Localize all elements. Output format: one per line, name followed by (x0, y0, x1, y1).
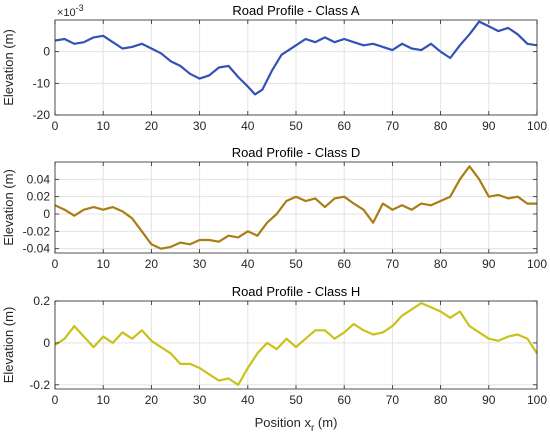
y-tick-label: 0.02 (27, 190, 51, 204)
x-tick-label: 70 (386, 257, 400, 271)
y-tick-label: -0.04 (23, 242, 51, 256)
x-tick-label: 70 (386, 393, 400, 407)
x-tick-label: 90 (482, 119, 496, 133)
x-axis-label: Position xr (m) (255, 415, 338, 434)
x-tick-label: 60 (338, 393, 352, 407)
x-tick-label: 10 (97, 119, 111, 133)
x-tick-label: 60 (338, 119, 352, 133)
x-tick-label: 90 (482, 393, 496, 407)
series-line (54, 20, 538, 96)
y-tick-label: 0.2 (33, 294, 50, 308)
x-tick-label: 20 (145, 119, 159, 133)
x-tick-label: 80 (434, 393, 448, 407)
x-tick-label: 100 (527, 257, 547, 271)
x-tick-label: 60 (338, 257, 352, 271)
x-tick-label: 0 (52, 119, 59, 133)
x-tick-label: 20 (145, 393, 159, 407)
x-tick-label: 40 (241, 393, 255, 407)
y-tick-label: 0 (43, 336, 50, 350)
x-tick-label: 20 (145, 257, 159, 271)
x-tick-label: 50 (289, 119, 303, 133)
chart-panel-2: 0 10 20 30 40 50 60 70 80 90 100 -0.04 -0.02 0 0.02 0.0… (1, 145, 547, 271)
x-tick-label: 10 (97, 257, 111, 271)
y-scale-exponent: ×10-3 (57, 3, 84, 19)
x-tick-label: 70 (386, 119, 400, 133)
y-tick-label: 0 (43, 207, 50, 221)
x-tick-label: 80 (434, 257, 448, 271)
y-tick-label: 0.04 (27, 172, 51, 186)
series-line (54, 302, 538, 386)
x-tick-label: 80 (434, 119, 448, 133)
x-tick-label: 100 (527, 393, 547, 407)
y-tick-label: -10 (33, 76, 51, 90)
chart-title: Road Profile - Class A (232, 3, 359, 18)
x-tick-label: 40 (241, 257, 255, 271)
series-line (54, 165, 537, 250)
x-tick-label: 10 (97, 393, 111, 407)
y-tick-label: -0.02 (23, 224, 51, 238)
x-tick-label: 40 (241, 119, 255, 133)
chart-title: Road Profile - Class H (232, 284, 361, 299)
x-tick-label: 50 (289, 393, 303, 407)
x-tick-label: 90 (482, 257, 496, 271)
y-tick-label: -20 (33, 108, 51, 122)
y-axis-label: Elevation (m) (1, 169, 16, 246)
y-axis-label: Elevation (m) (1, 29, 16, 106)
chart-panel-1: 0 10 20 30 40 50 60 70 80 90 100 -20 -10 0 Road Profil… (1, 3, 547, 133)
x-tick-label: 30 (193, 119, 207, 133)
x-tick-label: 0 (52, 257, 59, 271)
x-tick-label: 0 (52, 393, 59, 407)
y-tick-label: -0.2 (29, 378, 50, 392)
chart-title: Road Profile - Class D (232, 145, 361, 160)
y-tick-label: 0 (43, 45, 50, 59)
x-tick-label: 30 (193, 257, 207, 271)
y-axis-label: Elevation (m) (1, 307, 16, 384)
x-tick-label: 50 (289, 257, 303, 271)
x-tick-label: 30 (193, 393, 207, 407)
x-tick-label: 100 (527, 119, 547, 133)
